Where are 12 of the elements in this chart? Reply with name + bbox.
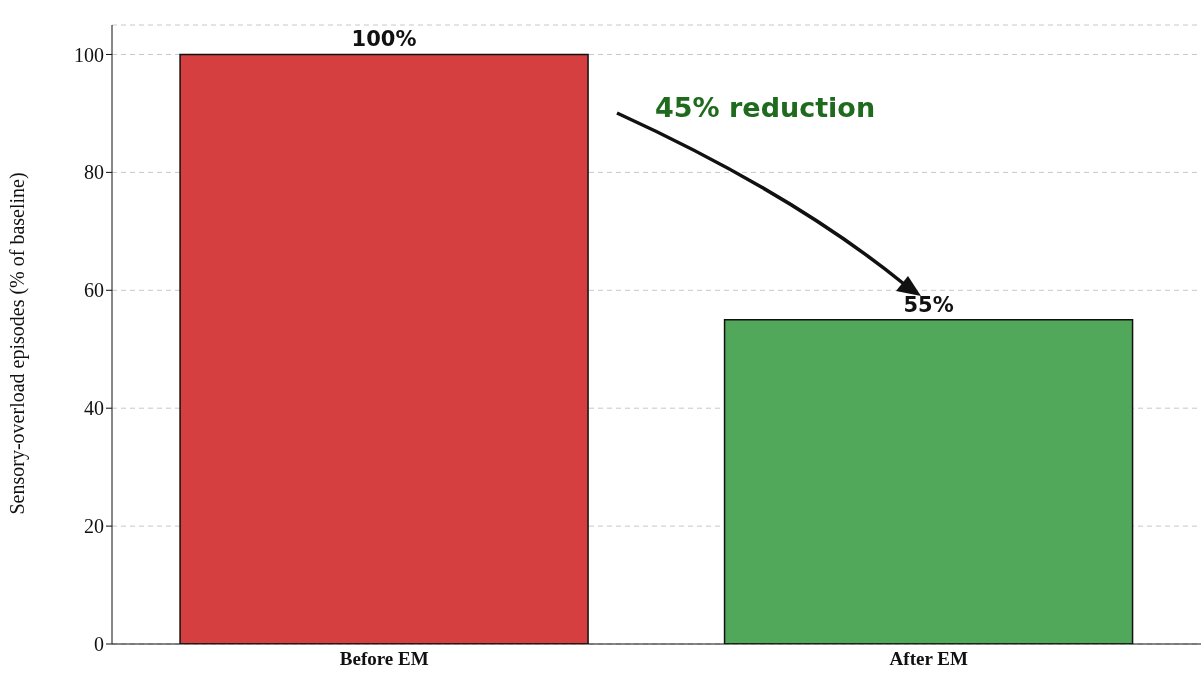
- data-label: 100%: [351, 27, 417, 52]
- y-axis-title: Sensory-overload episodes (% of baseline): [6, 172, 30, 515]
- y-tick-label: 60: [84, 279, 104, 302]
- x-tick-label: After EM: [889, 648, 968, 670]
- y-tick-label: 0: [94, 633, 104, 656]
- data-label: 55%: [903, 292, 954, 317]
- y-tick-label: 20: [84, 515, 104, 538]
- y-tick-label: 100: [74, 43, 104, 66]
- annotation: 45% reduction: [655, 92, 876, 123]
- x-tick-label: Before EM: [339, 648, 429, 670]
- y-tick-label: 40: [84, 397, 104, 420]
- y-tick-label: 80: [84, 161, 104, 184]
